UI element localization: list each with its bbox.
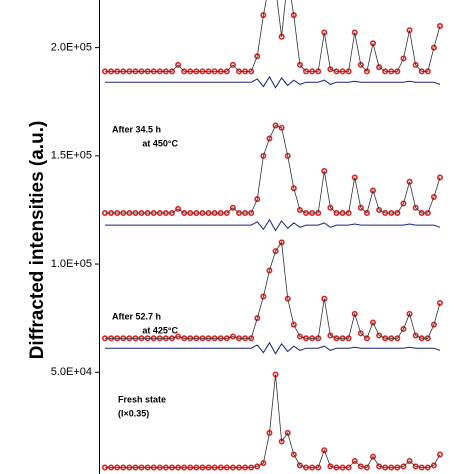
- observed-point: [376, 206, 383, 213]
- observed-point: [406, 458, 413, 465]
- plot-area: [102, 0, 443, 471]
- observed-point: [351, 458, 358, 465]
- observed-point: [436, 174, 443, 181]
- observed-point: [406, 310, 413, 317]
- observed-point: [400, 325, 407, 332]
- observed-point: [278, 124, 285, 131]
- observed-point: [254, 315, 261, 322]
- observed-point: [369, 453, 376, 460]
- calculated-line: [105, 124, 441, 214]
- y-tick-label: 2.0E+05: [51, 42, 92, 54]
- observed-point: [363, 68, 370, 75]
- observed-point: [175, 333, 182, 340]
- observed-point: [290, 185, 297, 192]
- observed-point: [369, 187, 376, 194]
- calculated-line: [105, 241, 441, 339]
- y-tick-label: 1.5E+05: [51, 150, 92, 162]
- observed-point: [266, 267, 273, 274]
- y-axis-label: Diffracted intensities (a.u.): [27, 121, 48, 360]
- difference-line: [105, 341, 441, 355]
- observed-point: [296, 206, 303, 213]
- observed-point: [321, 447, 328, 454]
- observed-point: [363, 209, 370, 216]
- observed-point: [376, 64, 383, 71]
- observed-point: [272, 248, 279, 255]
- observed-point: [229, 204, 236, 211]
- observed-point: [175, 61, 182, 68]
- y-tick-label: 1.0E+05: [51, 258, 92, 270]
- observed-point: [430, 321, 437, 328]
- difference-line: [105, 218, 441, 232]
- calculated-line: [105, 0, 441, 73]
- observed-point: [357, 61, 364, 68]
- observed-point: [430, 193, 437, 200]
- observed-point: [229, 61, 236, 68]
- observed-point: [369, 40, 376, 47]
- observed-point: [357, 204, 364, 211]
- observed-point: [260, 460, 267, 467]
- annotation: at 450°C: [142, 138, 178, 148]
- observed-point: [290, 451, 297, 458]
- observed-point: [376, 332, 383, 339]
- annotation: After 52.7 h: [112, 311, 161, 321]
- observed-point: [436, 300, 443, 307]
- observed-point: [363, 335, 370, 342]
- observed-point: [412, 204, 419, 211]
- observed-point: [260, 293, 267, 300]
- observed-point: [272, 122, 279, 129]
- observed-point: [406, 178, 413, 185]
- observed-point: [400, 200, 407, 207]
- observed-point: [436, 451, 443, 458]
- observed-point: [351, 310, 358, 317]
- observed-point: [296, 462, 303, 469]
- observed-point: [412, 61, 419, 68]
- annotation: Fresh state: [118, 394, 166, 404]
- observed-point: [400, 55, 407, 62]
- observed-point: [266, 135, 273, 142]
- calculated-line: [105, 374, 441, 468]
- observed-point: [357, 330, 364, 337]
- annotation: at 425°C: [142, 325, 178, 335]
- observed-point: [175, 205, 182, 212]
- observed-point: [369, 319, 376, 326]
- difference-line: [105, 75, 441, 89]
- observed-point: [412, 332, 419, 339]
- observed-point: [290, 321, 297, 328]
- y-tick-label: 5.0E+04: [51, 366, 92, 378]
- annotation: (I×0.35): [118, 408, 149, 418]
- observed-point: [436, 22, 443, 29]
- observed-point: [229, 333, 236, 340]
- observed-point: [430, 44, 437, 51]
- observed-point: [430, 462, 437, 469]
- annotation: After 34.5 h: [112, 124, 161, 134]
- observed-point: [284, 429, 291, 436]
- observed-point: [296, 333, 303, 340]
